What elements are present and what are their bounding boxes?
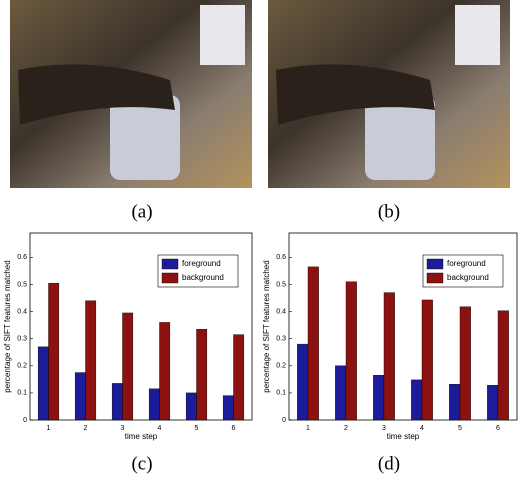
y-tick-label: 0.1: [276, 390, 286, 397]
y-tick-label: 0.3: [17, 336, 27, 343]
bar: [233, 334, 245, 421]
bar: [185, 392, 197, 421]
x-tick-label: 3: [121, 425, 125, 432]
bar: [497, 310, 509, 421]
x-tick-label: 4: [420, 425, 424, 432]
legend-label: foreground: [447, 259, 486, 268]
bar: [196, 329, 208, 421]
legend-swatch: [161, 272, 179, 284]
y-tick-label: 0.2: [17, 363, 27, 370]
bar: [459, 306, 471, 421]
bar: [383, 292, 395, 421]
caption: (a): [131, 201, 152, 222]
x-tick-label: 4: [158, 425, 162, 432]
legend-label: background: [447, 273, 489, 282]
x-tick-label: 2: [84, 425, 88, 432]
bar: [111, 383, 123, 421]
x-tick-label: 5: [195, 425, 199, 432]
y-tick-label: 0.4: [276, 308, 286, 315]
y-tick-label: 0.5: [276, 281, 286, 288]
y-tick-label: 0.6: [276, 254, 286, 261]
bar: [37, 346, 49, 421]
bar: [487, 385, 499, 421]
legend-swatch: [426, 258, 444, 270]
y-tick-label: 0: [23, 417, 27, 424]
photo-a: [10, 0, 252, 188]
x-axis-label: time step: [387, 432, 420, 441]
bar: [122, 312, 134, 421]
legend-swatch: [426, 272, 444, 284]
bar: [148, 388, 160, 421]
x-tick-label: 6: [232, 425, 236, 432]
caption: (d): [378, 453, 400, 474]
y-axis-label: percentage of SIFT features matched: [262, 260, 271, 392]
x-tick-label: 1: [306, 425, 310, 432]
plot-area: [29, 232, 253, 421]
y-tick-label: 0.1: [17, 390, 27, 397]
bar: [159, 322, 171, 421]
photo-b: [268, 0, 510, 188]
bar: [85, 300, 97, 421]
x-tick-label: 2: [344, 425, 348, 432]
legend-label: background: [182, 273, 224, 282]
x-axis-label: time step: [125, 432, 158, 441]
legend-label: foreground: [182, 259, 221, 268]
x-tick-label: 6: [496, 425, 500, 432]
x-tick-label: 1: [47, 425, 51, 432]
x-tick-label: 5: [458, 425, 462, 432]
x-tick-label: 3: [382, 425, 386, 432]
legend-swatch: [161, 258, 179, 270]
y-tick-label: 0.5: [17, 281, 27, 288]
y-tick-label: 0: [282, 417, 286, 424]
y-tick-label: 0.2: [276, 363, 286, 370]
caption: (c): [131, 453, 152, 474]
plot-area: [288, 232, 518, 421]
bar: [421, 299, 433, 421]
bar: [335, 365, 347, 421]
bar: [373, 375, 385, 421]
y-axis-label: percentage of SIFT features matched: [3, 260, 12, 392]
caption: (b): [378, 201, 400, 222]
bar: [307, 266, 319, 421]
bar: [222, 395, 234, 421]
bar: [48, 282, 60, 421]
bar: [297, 343, 309, 421]
bar: [345, 281, 357, 421]
y-tick-label: 0.3: [276, 336, 286, 343]
bar: [74, 372, 86, 421]
y-tick-label: 0.4: [17, 308, 27, 315]
y-tick-label: 0.6: [17, 254, 27, 261]
bar: [449, 384, 461, 421]
bar: [411, 379, 423, 421]
